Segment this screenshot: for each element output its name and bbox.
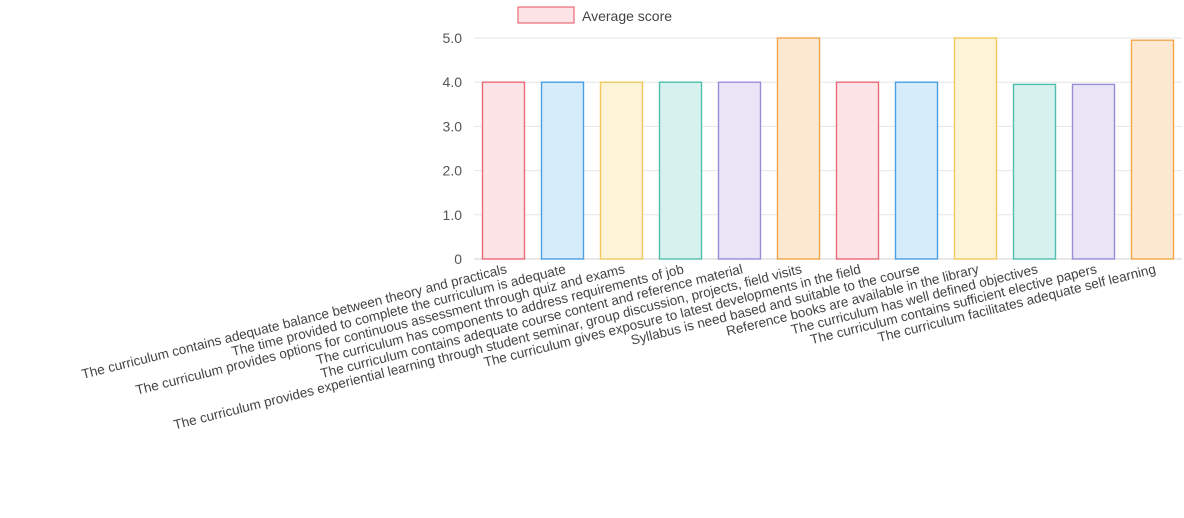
bar[interactable] [1071,83,1116,260]
bars [481,37,1175,260]
bar[interactable] [894,81,939,260]
bar[interactable] [1012,83,1057,260]
bar[interactable] [835,81,880,260]
bar[interactable] [1130,39,1175,260]
y-tick-label: 5.0 [443,30,463,46]
y-axis-ticks: 0 1.0 2.0 3.0 4.0 5.0 [443,30,463,267]
legend[interactable]: Average score [517,6,672,24]
bar[interactable] [776,37,821,260]
grid-lines [474,37,1182,260]
legend-swatch [517,6,575,24]
bar[interactable] [481,81,526,260]
legend-label: Average score [582,8,672,24]
bar[interactable] [717,81,762,260]
bar[interactable] [953,37,998,260]
y-tick-label: 4.0 [443,74,463,90]
y-tick-label: 1.0 [443,207,463,223]
y-tick-label: 2.0 [443,163,463,179]
bar[interactable] [540,81,585,260]
bar[interactable] [658,81,703,260]
bar[interactable] [599,81,644,260]
y-tick-label: 0 [454,251,462,267]
y-tick-label: 3.0 [443,118,463,134]
x-axis-labels: The curriculum contains adequate balance… [80,261,1157,432]
